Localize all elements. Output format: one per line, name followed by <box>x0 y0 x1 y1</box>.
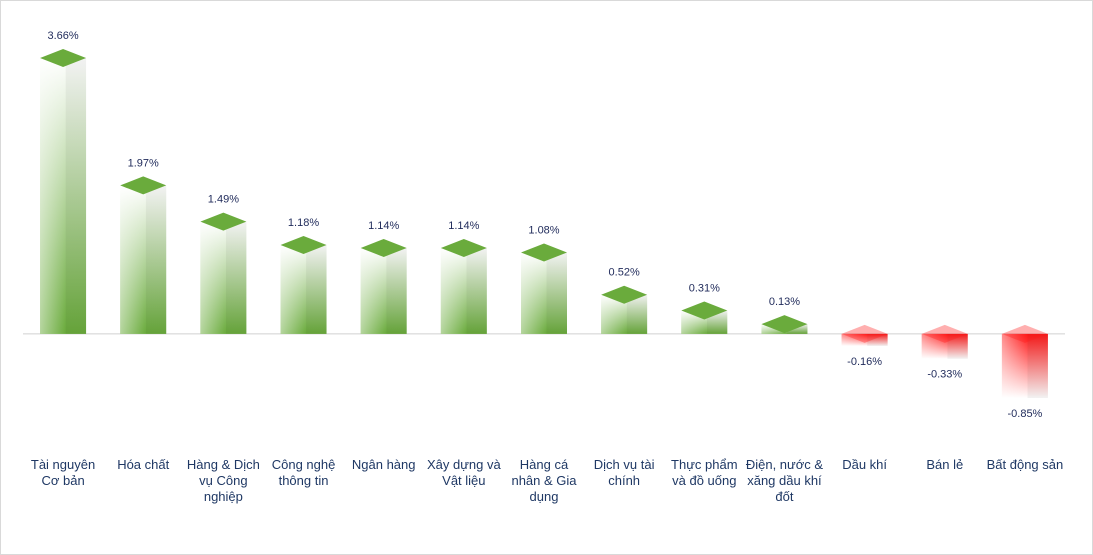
value-label: 1.18% <box>288 217 319 229</box>
category-label: Công nghệ thông tin <box>271 457 336 488</box>
category-label: Hàng cá nhân & Gia dụng <box>511 457 577 504</box>
value-label: 0.52% <box>609 267 640 279</box>
category-label: Điện, nước & xăng dầu khí đốt <box>745 457 824 504</box>
bar-top <box>280 235 327 254</box>
value-label: 0.13% <box>769 296 800 308</box>
bar-top <box>521 243 567 262</box>
category-label: Tài nguyên Cơ bản <box>30 457 96 488</box>
bar-shade <box>681 310 728 334</box>
bar-shade <box>280 244 327 334</box>
category-label: Thực phẩm và đồ uống <box>671 457 738 488</box>
bar-shade <box>921 333 968 359</box>
category-label: Xây dựng và Vật liệu <box>426 457 501 488</box>
bar-shade <box>40 58 87 334</box>
bar-top <box>120 176 167 195</box>
category-label: Dầu khí <box>842 457 888 472</box>
category-label: Hóa chất <box>117 457 170 472</box>
value-label: -0.16% <box>847 356 882 368</box>
value-label: 3.66% <box>47 30 78 42</box>
value-label: 1.49% <box>208 193 239 205</box>
bar-top <box>40 49 87 67</box>
bar-shade <box>521 252 567 334</box>
category-label: Bán lẻ <box>926 457 964 472</box>
bar-top <box>921 324 968 343</box>
bar-shade <box>200 221 247 334</box>
category-label: Hàng & Dịch vụ Công nghiệp <box>186 457 260 504</box>
category-label: Bất động sản <box>986 457 1064 472</box>
value-label: 1.97% <box>128 157 159 169</box>
value-label: 0.31% <box>689 282 720 294</box>
bar-shade <box>440 247 487 334</box>
bar-shade <box>841 333 888 346</box>
value-label: 1.14% <box>448 220 479 232</box>
bar-top <box>200 212 247 231</box>
bar-top <box>681 301 728 320</box>
bar-shade <box>1001 333 1048 398</box>
bar-shade <box>360 247 407 334</box>
bar-top <box>1001 324 1048 343</box>
bar-shade <box>120 185 167 334</box>
bar-top <box>601 285 648 304</box>
bar-top <box>761 315 808 334</box>
value-label: -0.33% <box>927 369 962 381</box>
category-label: Dịch vụ tài chính <box>593 457 655 488</box>
bar-top <box>841 324 888 343</box>
value-label: 1.14% <box>368 220 399 232</box>
value-label: -0.85% <box>1007 408 1042 420</box>
value-label: 1.08% <box>528 224 559 236</box>
category-label: Ngân hàng <box>351 457 416 472</box>
bar-top <box>360 238 407 257</box>
bar-top <box>440 238 487 257</box>
